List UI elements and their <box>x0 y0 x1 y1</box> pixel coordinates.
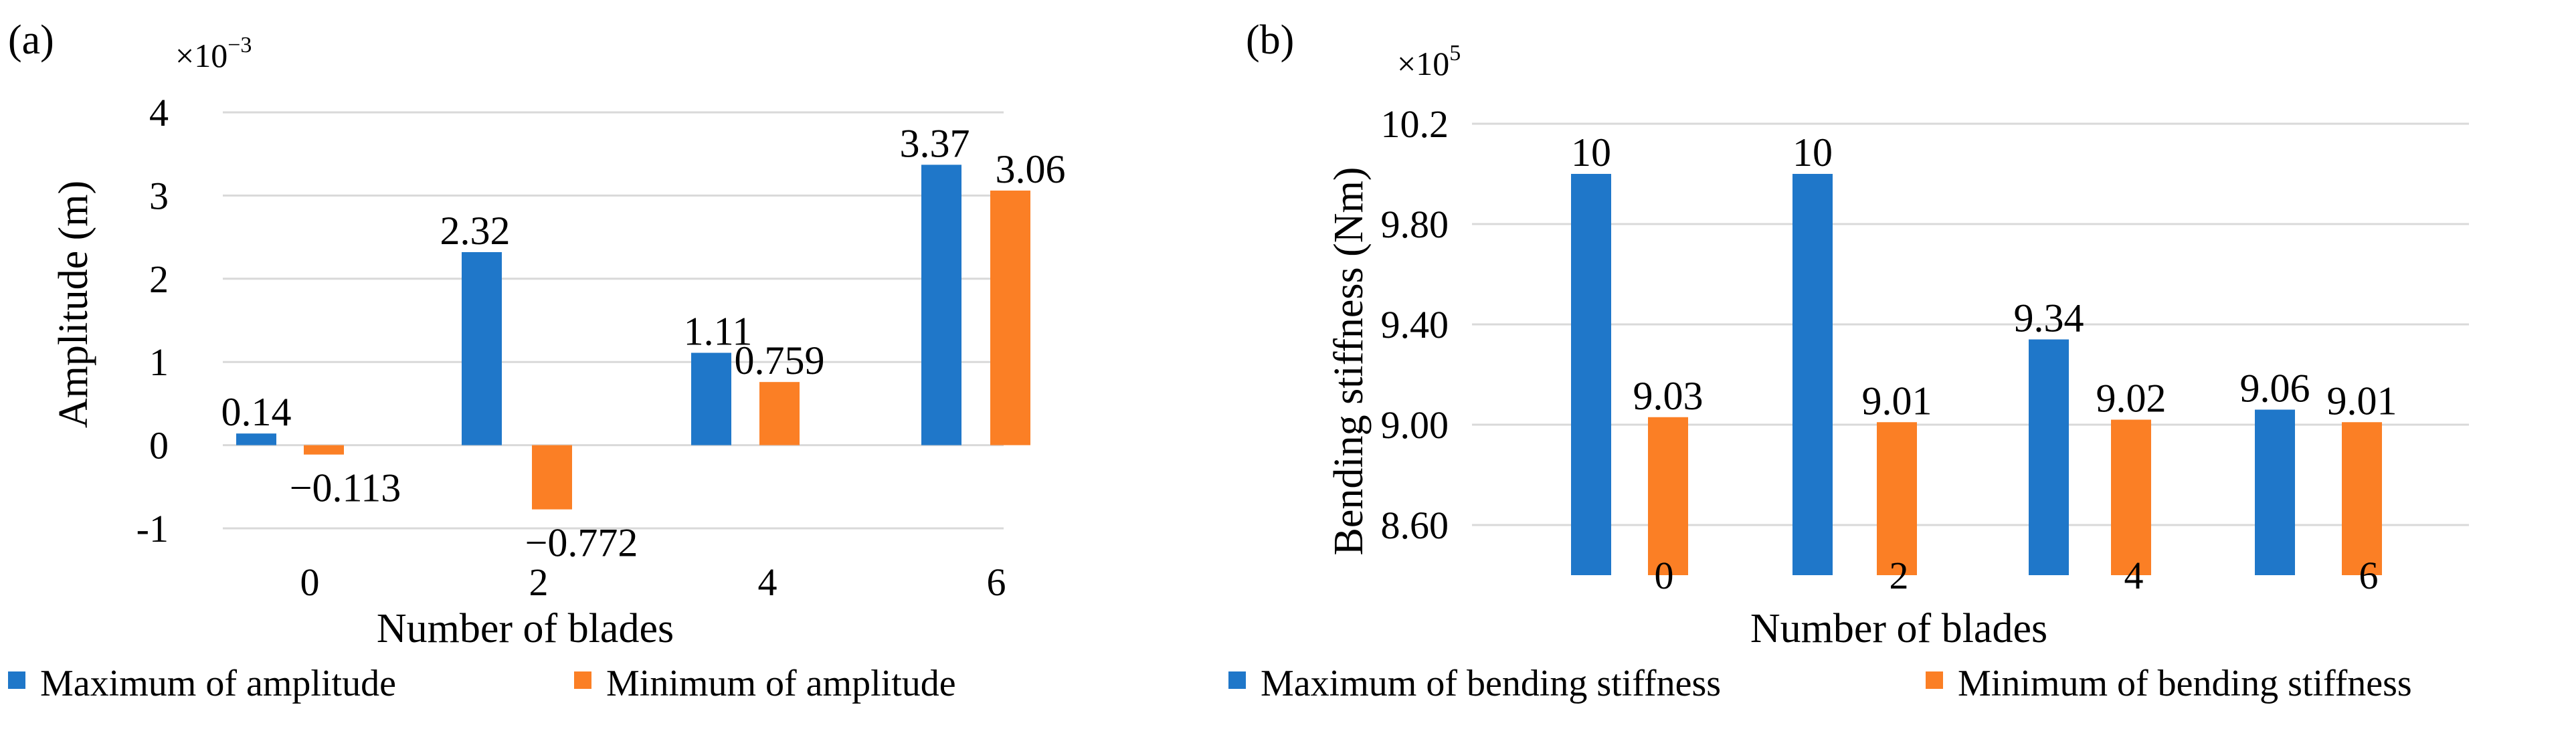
data-label-max-0: 0.14 <box>221 390 292 434</box>
panel-b-legend-swatch-min <box>1926 671 1943 689</box>
bar-max-6 <box>921 165 961 445</box>
panel-b-legend: Maximum of bending stiffness Minimum of … <box>1228 663 2412 704</box>
panel-b: (b) ×105 10.2 9.80 9.40 9.00 8.60 10 9.03 10 9.… <box>1228 17 2469 704</box>
bar-min-2 <box>1877 422 1917 575</box>
panel-b-legend-label-min: Minimum of bending stiffness <box>1958 663 2412 704</box>
y-tick-label: 8.60 <box>1381 504 1449 547</box>
y-tick-label: 3 <box>149 174 169 217</box>
panel-a-label: (a) <box>8 17 54 63</box>
data-label-min-2: −0.772 <box>525 521 638 565</box>
panel-b-bars <box>1571 174 2382 575</box>
panel-a-x-ticks: 0 2 4 6 <box>300 560 1006 604</box>
panel-b-x-axis-title: Number of blades <box>1750 606 2047 651</box>
panel-b-label: (b) <box>1246 17 1294 63</box>
x-tick-label: 6 <box>2359 554 2379 597</box>
bar-min-4 <box>2111 419 2151 575</box>
panel-a-legend-label-max: Maximum of amplitude <box>40 663 396 704</box>
data-label-min-0: −0.113 <box>290 466 401 510</box>
data-label-min-0: 9.03 <box>1633 374 1704 418</box>
y-tick-label: 2 <box>149 257 169 301</box>
panel-a-bars <box>236 165 1030 510</box>
x-tick-label: 4 <box>2124 554 2144 597</box>
panel-a-gridlines <box>223 111 1004 530</box>
data-label-max-2: 10 <box>1792 130 1833 175</box>
bar-min-6 <box>990 190 1030 445</box>
bar-max-0 <box>236 433 276 445</box>
bar-max-2 <box>462 251 502 445</box>
bar-min-6 <box>2342 422 2382 575</box>
x-tick-label: 6 <box>987 560 1006 604</box>
x-tick-label: 4 <box>758 560 777 604</box>
bar-max-4 <box>2029 339 2069 575</box>
data-label-max-4: 9.34 <box>2014 296 2084 340</box>
panel-b-multiplier: ×105 <box>1397 41 1461 82</box>
y-tick-label: 9.00 <box>1381 403 1449 447</box>
x-tick-label: 2 <box>1890 554 1909 597</box>
data-label-max-0: 10 <box>1571 130 1611 175</box>
panel-a-x-axis-title: Number of blades <box>377 606 674 651</box>
data-label-min-4: 0.759 <box>735 338 825 383</box>
panel-a-multiplier: ×10−3 <box>175 33 252 74</box>
data-label-max-2: 2.32 <box>440 209 511 253</box>
bar-min-0 <box>304 445 344 455</box>
data-label-min-6: 9.01 <box>2327 379 2397 423</box>
y-tick-label: 10.2 <box>1381 102 1449 146</box>
bar-max-0 <box>1571 174 1611 575</box>
bar-max-4 <box>691 352 731 445</box>
data-label-min-6: 3.06 <box>996 147 1066 191</box>
y-tick-label: 9.80 <box>1381 203 1449 246</box>
y-tick-label: 4 <box>149 91 169 134</box>
panel-b-x-ticks: 0 2 4 6 <box>1655 554 2379 597</box>
bar-min-4 <box>759 382 800 445</box>
bar-min-2 <box>532 445 572 510</box>
panel-b-legend-label-max: Maximum of bending stiffness <box>1261 663 1721 704</box>
y-tick-label: -1 <box>136 507 169 550</box>
panel-a: (a) ×10−3 4 3 2 1 0 -1 0.14 −0.113 2.32 −0.772 1.… <box>8 17 1066 704</box>
x-tick-label: 2 <box>529 560 549 604</box>
panel-a-data-labels: 0.14 −0.113 2.32 −0.772 1.110.759 3.37 3.06 <box>221 121 1066 564</box>
y-tick-label: 9.40 <box>1381 303 1449 346</box>
bar-min-0 <box>1648 417 1688 575</box>
y-tick-label: 0 <box>149 424 169 467</box>
panel-a-legend-swatch-min <box>574 671 591 689</box>
data-label-max-6: 3.37 <box>900 121 970 165</box>
panel-a-legend-label-min: Minimum of amplitude <box>606 663 956 704</box>
y-tick-label: 1 <box>149 340 169 384</box>
bar-max-2 <box>1792 174 1833 575</box>
panel-b-gridlines <box>1472 122 2469 526</box>
panel-a-legend-swatch-max <box>8 671 25 689</box>
data-label-min-2: 9.01 <box>1862 379 1932 423</box>
data-label-max-6: 9.06 <box>2240 367 2310 411</box>
panel-b-y-ticks: 10.2 9.80 9.40 9.00 8.60 <box>1381 102 1449 547</box>
panel-a-y-axis-title: Amplitude (m) <box>51 181 96 428</box>
data-label-min-4: 9.02 <box>2096 377 2167 421</box>
panel-a-y-ticks: 4 3 2 1 0 -1 <box>136 91 169 550</box>
panel-b-legend-swatch-max <box>1228 671 1246 689</box>
x-tick-label: 0 <box>1655 554 1674 597</box>
bar-max-6 <box>2255 409 2295 575</box>
panel-b-data-labels: 10 9.03 10 9.01 9.34 9.02 9.06 9.01 <box>1571 130 2397 423</box>
data-label-max-4: 1.11 <box>684 310 753 354</box>
x-tick-label: 0 <box>300 560 320 604</box>
panel-b-y-axis-title: Bending stiffness (Nm) <box>1326 167 1372 556</box>
panel-a-legend: Maximum of amplitude Minimum of amplitud… <box>8 663 956 704</box>
